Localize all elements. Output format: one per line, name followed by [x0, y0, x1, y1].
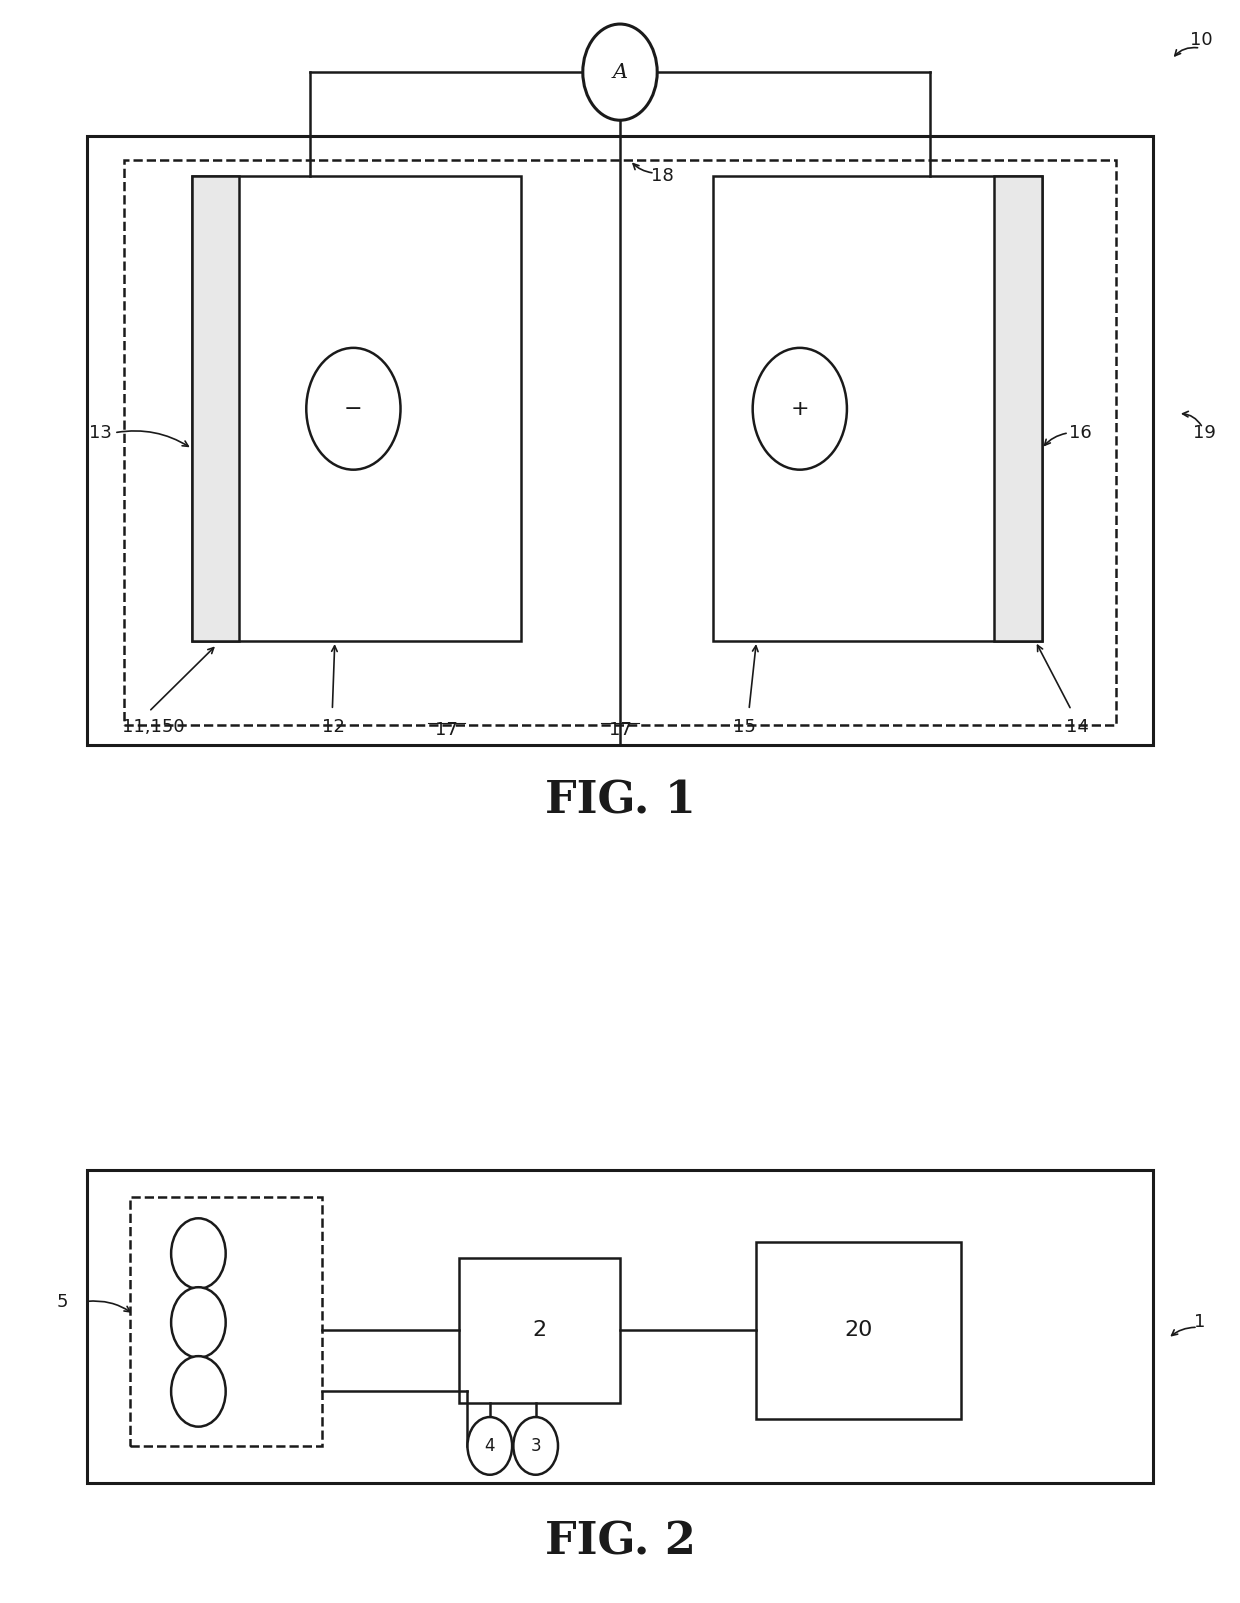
Bar: [192, 176, 239, 641]
Bar: [994, 176, 1042, 641]
Text: −: −: [343, 399, 363, 418]
Text: A: A: [613, 63, 627, 82]
Circle shape: [306, 348, 401, 470]
Text: 10: 10: [1190, 30, 1213, 50]
Bar: [192, 176, 521, 641]
Circle shape: [467, 1417, 512, 1475]
Bar: [87, 136, 1153, 745]
Circle shape: [753, 348, 847, 470]
Circle shape: [583, 24, 657, 120]
Text: 1: 1: [1194, 1313, 1205, 1332]
Text: 11,150: 11,150: [122, 718, 185, 736]
Text: 5: 5: [57, 1292, 68, 1311]
Bar: [130, 1197, 322, 1446]
Circle shape: [513, 1417, 558, 1475]
Bar: [756, 1242, 961, 1419]
Text: 14: 14: [1066, 718, 1089, 736]
Text: 12: 12: [322, 718, 345, 736]
Text: 19: 19: [1193, 423, 1215, 442]
Bar: [713, 176, 1042, 641]
Text: 18: 18: [651, 167, 673, 186]
Text: FIG. 1: FIG. 1: [544, 781, 696, 822]
Text: 4: 4: [485, 1436, 495, 1456]
Text: 3: 3: [531, 1436, 541, 1456]
Bar: [459, 1258, 620, 1403]
Circle shape: [171, 1287, 226, 1358]
Text: 16: 16: [1069, 423, 1091, 442]
Text: FIG. 2: FIG. 2: [544, 1521, 696, 1563]
Text: 13: 13: [89, 423, 112, 442]
Circle shape: [171, 1218, 226, 1289]
Bar: [87, 1170, 1153, 1483]
Text: 17: 17: [609, 721, 631, 739]
Circle shape: [171, 1356, 226, 1427]
Text: 2: 2: [532, 1321, 547, 1340]
Text: 20: 20: [844, 1321, 873, 1340]
Text: +: +: [790, 399, 810, 418]
Text: 15: 15: [733, 718, 755, 736]
Bar: [124, 160, 1116, 725]
Text: 17: 17: [435, 721, 458, 739]
